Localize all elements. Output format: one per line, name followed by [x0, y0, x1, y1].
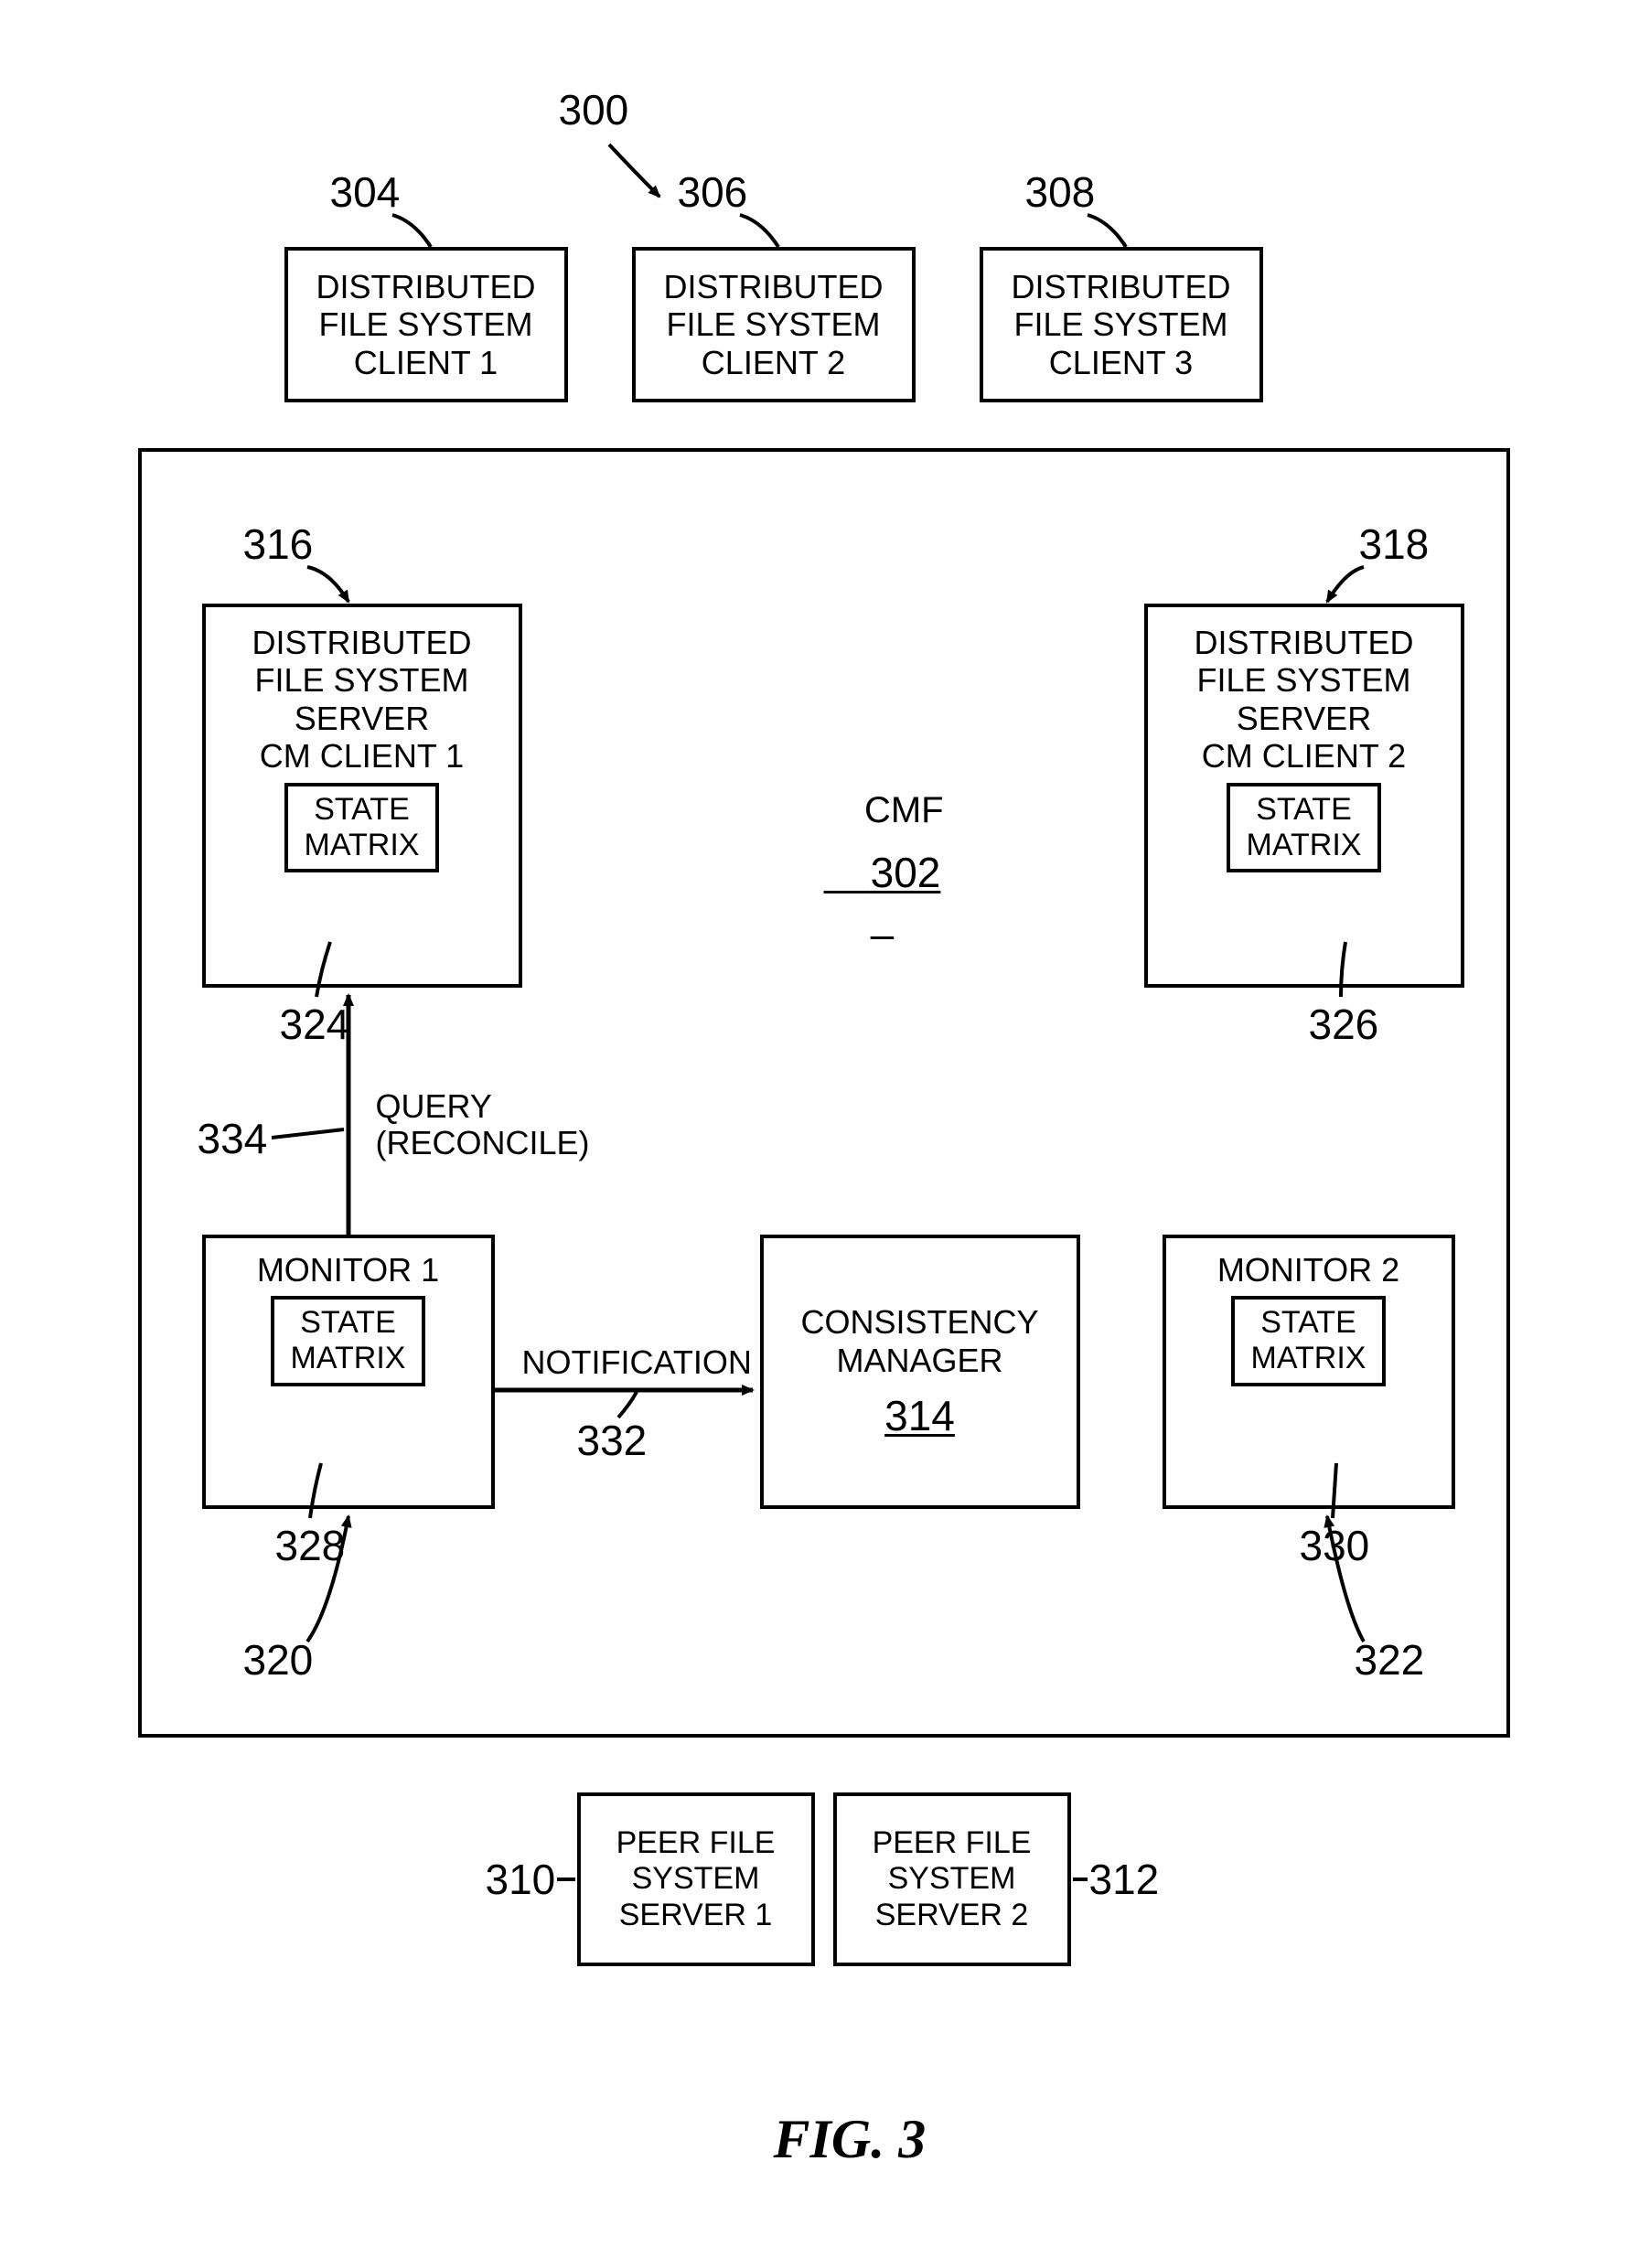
ref-318: 318: [1359, 521, 1430, 568]
peer-2-l3: SERVER 2: [875, 1898, 1029, 1933]
ref-330-num: 330: [1300, 1522, 1370, 1569]
consistency-manager-box: CONSISTENCY MANAGER 314: [760, 1235, 1080, 1509]
monitor-2-sm-l1: STATE: [1251, 1305, 1366, 1341]
ref-320: 320: [243, 1637, 314, 1684]
monitor-1-box: MONITOR 1 STATE MATRIX: [202, 1235, 495, 1509]
ref-300-num: 300: [559, 86, 629, 134]
server-2-sm-l1: STATE: [1247, 792, 1362, 828]
ref-322-num: 322: [1355, 1636, 1425, 1684]
ref-318-num: 318: [1359, 520, 1430, 568]
figure-caption-text: FIG. 3: [774, 2109, 927, 2169]
ref-312: 312: [1089, 1856, 1160, 1903]
ref-330: 330: [1300, 1523, 1370, 1569]
server-1-h1: DISTRIBUTED: [252, 624, 471, 661]
client-2-line3: CLIENT 2: [702, 344, 845, 381]
client-1-box: DISTRIBUTED FILE SYSTEM CLIENT 1: [284, 247, 568, 402]
server-1-sm-l2: MATRIX: [305, 828, 420, 863]
monitor-2-state-matrix: STATE MATRIX: [1231, 1296, 1387, 1385]
server-2-h1: DISTRIBUTED: [1194, 624, 1413, 661]
client-3-line1: DISTRIBUTED: [1011, 268, 1230, 305]
server-1-box: DISTRIBUTED FILE SYSTEM SERVER CM CLIENT…: [202, 604, 522, 988]
peer-1-l2: SYSTEM: [632, 1861, 760, 1897]
client-3-line3: CLIENT 3: [1049, 344, 1193, 381]
ref-312-num: 312: [1089, 1856, 1160, 1903]
ref-304-num: 304: [330, 168, 401, 216]
cm-l1: CONSISTENCY: [800, 1303, 1038, 1341]
server-1-state-matrix: STATE MATRIX: [284, 783, 440, 872]
ref-324: 324: [280, 1001, 350, 1048]
query-label: QUERY (RECONCILE): [376, 1088, 590, 1161]
cm-ref: 314: [884, 1392, 955, 1440]
ref-310: 310: [486, 1856, 556, 1903]
monitor-1-title: MONITOR 1: [257, 1251, 439, 1289]
ref-328-num: 328: [275, 1522, 346, 1569]
peer-1-l1: PEER FILE: [616, 1825, 776, 1861]
server-2-sm-l2: MATRIX: [1247, 828, 1362, 863]
server-1-sm-l1: STATE: [305, 792, 420, 828]
ref-324-num: 324: [280, 1000, 350, 1048]
notification-label: NOTIFICATION: [522, 1344, 752, 1381]
monitor-2-title: MONITOR 2: [1217, 1251, 1399, 1289]
ref-308-num: 308: [1025, 168, 1096, 216]
monitor-2-sm-l2: MATRIX: [1251, 1341, 1366, 1376]
server-1-h2: FILE SYSTEM: [254, 661, 468, 699]
server-1-h4: CM CLIENT 1: [260, 737, 464, 775]
ref-306: 306: [678, 169, 748, 216]
ref-322: 322: [1355, 1637, 1425, 1684]
ref-334: 334: [198, 1116, 268, 1162]
peer-2-l1: PEER FILE: [873, 1825, 1032, 1861]
client-2-line1: DISTRIBUTED: [663, 268, 883, 305]
client-3-line2: FILE SYSTEM: [1013, 305, 1227, 343]
ref-316-num: 316: [243, 520, 314, 568]
server-2-h4: CM CLIENT 2: [1202, 737, 1406, 775]
ref-304: 304: [330, 169, 401, 216]
ref-306-num: 306: [678, 168, 748, 216]
client-3-box: DISTRIBUTED FILE SYSTEM CLIENT 3: [980, 247, 1263, 402]
peer-1-box: PEER FILE SYSTEM SERVER 1: [577, 1792, 815, 1966]
peer-2-l2: SYSTEM: [888, 1861, 1016, 1897]
ref-300: 300: [559, 87, 629, 134]
ref-326: 326: [1309, 1001, 1379, 1048]
monitor-1-sm-l1: STATE: [291, 1305, 406, 1341]
peer-2-box: PEER FILE SYSTEM SERVER 2: [833, 1792, 1071, 1966]
notification-text: NOTIFICATION: [522, 1343, 752, 1381]
ref-320-num: 320: [243, 1636, 314, 1684]
diagram-canvas: DISTRIBUTED FILE SYSTEM CLIENT 1 DISTRIB…: [38, 37, 1592, 2231]
server-2-h2: FILE SYSTEM: [1196, 661, 1410, 699]
server-1-h3: SERVER: [295, 700, 429, 737]
ref-316: 316: [243, 521, 314, 568]
client-1-line2: FILE SYSTEM: [318, 305, 532, 343]
ref-332-num: 332: [577, 1417, 648, 1464]
peer-1-l3: SERVER 1: [619, 1898, 773, 1933]
client-1-line1: DISTRIBUTED: [316, 268, 535, 305]
ref-308: 308: [1025, 169, 1096, 216]
server-2-h3: SERVER: [1237, 700, 1371, 737]
cmf-ref: 302: [824, 803, 941, 942]
server-2-state-matrix: STATE MATRIX: [1227, 783, 1382, 872]
cm-l2: MANAGER: [836, 1342, 1002, 1379]
ref-332: 332: [577, 1418, 648, 1464]
ref-334-num: 334: [198, 1115, 268, 1162]
figure-caption: FIG. 3: [719, 2049, 927, 2230]
ref-326-num: 326: [1309, 1000, 1379, 1048]
client-2-box: DISTRIBUTED FILE SYSTEM CLIENT 2: [632, 247, 916, 402]
monitor-2-box: MONITOR 2 STATE MATRIX: [1163, 1235, 1455, 1509]
cmf-ref-num: 302: [871, 849, 941, 896]
monitor-1-state-matrix: STATE MATRIX: [271, 1296, 426, 1385]
ref-328: 328: [275, 1523, 346, 1569]
query-text: QUERY (RECONCILE): [376, 1087, 590, 1161]
monitor-1-sm-l2: MATRIX: [291, 1341, 406, 1376]
client-1-line3: CLIENT 1: [354, 344, 498, 381]
server-2-box: DISTRIBUTED FILE SYSTEM SERVER CM CLIENT…: [1144, 604, 1464, 988]
client-2-line2: FILE SYSTEM: [666, 305, 880, 343]
ref-310-num: 310: [486, 1856, 556, 1903]
